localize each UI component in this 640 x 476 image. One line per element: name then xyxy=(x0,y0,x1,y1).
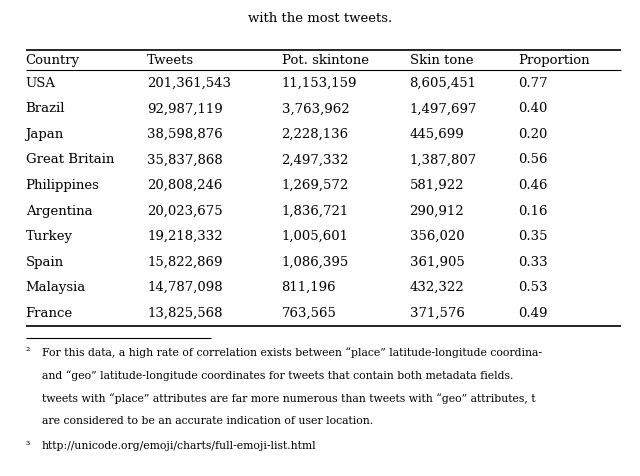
Text: 361,905: 361,905 xyxy=(410,256,465,268)
Text: 35,837,868: 35,837,868 xyxy=(147,153,223,167)
Text: 11,153,159: 11,153,159 xyxy=(282,77,357,90)
Text: ³: ³ xyxy=(26,441,30,451)
Text: 3,763,962: 3,763,962 xyxy=(282,102,349,115)
Text: 0.49: 0.49 xyxy=(518,307,548,320)
Text: 0.35: 0.35 xyxy=(518,230,548,243)
Text: 20,808,246: 20,808,246 xyxy=(147,179,223,192)
Text: 13,825,568: 13,825,568 xyxy=(147,307,223,320)
Text: France: France xyxy=(26,307,73,320)
Text: 1,836,721: 1,836,721 xyxy=(282,205,349,218)
Text: Brazil: Brazil xyxy=(26,102,65,115)
Text: Malaysia: Malaysia xyxy=(26,281,86,294)
Text: 811,196: 811,196 xyxy=(282,281,336,294)
Text: ²: ² xyxy=(26,347,30,357)
Text: 8,605,451: 8,605,451 xyxy=(410,77,477,90)
Text: Pot. skintone: Pot. skintone xyxy=(282,54,369,67)
Text: and “geo” latitude-longitude coordinates for tweets that contain both metadata f: and “geo” latitude-longitude coordinates… xyxy=(42,370,513,381)
Text: 0.33: 0.33 xyxy=(518,256,548,268)
Text: 445,699: 445,699 xyxy=(410,128,465,141)
Text: 19,218,332: 19,218,332 xyxy=(147,230,223,243)
Text: Argentina: Argentina xyxy=(26,205,92,218)
Text: 0.40: 0.40 xyxy=(518,102,548,115)
Text: 0.56: 0.56 xyxy=(518,153,548,167)
Text: Spain: Spain xyxy=(26,256,64,268)
Text: 2,497,332: 2,497,332 xyxy=(282,153,349,167)
Text: Country: Country xyxy=(26,54,80,67)
Text: Proportion: Proportion xyxy=(518,54,590,67)
Text: 15,822,869: 15,822,869 xyxy=(147,256,223,268)
Text: 2,228,136: 2,228,136 xyxy=(282,128,349,141)
Text: For this data, a high rate of correlation exists between “place” latitude-longit: For this data, a high rate of correlatio… xyxy=(42,347,541,358)
Text: Japan: Japan xyxy=(26,128,64,141)
Text: 0.53: 0.53 xyxy=(518,281,548,294)
Text: 1,086,395: 1,086,395 xyxy=(282,256,349,268)
Text: 38,598,876: 38,598,876 xyxy=(147,128,223,141)
Text: Skin tone: Skin tone xyxy=(410,54,473,67)
Text: 20,023,675: 20,023,675 xyxy=(147,205,223,218)
Text: 1,497,697: 1,497,697 xyxy=(410,102,477,115)
Text: 371,576: 371,576 xyxy=(410,307,465,320)
Text: 1,269,572: 1,269,572 xyxy=(282,179,349,192)
Text: Tweets: Tweets xyxy=(147,54,195,67)
Text: tweets with “place” attributes are far more numerous than tweets with “geo” attr: tweets with “place” attributes are far m… xyxy=(42,393,535,404)
Text: http://unicode.org/emoji/charts/full-emoji-list.html: http://unicode.org/emoji/charts/full-emo… xyxy=(42,441,316,451)
Text: 0.46: 0.46 xyxy=(518,179,548,192)
Text: 0.20: 0.20 xyxy=(518,128,548,141)
Text: 0.77: 0.77 xyxy=(518,77,548,90)
Text: 0.16: 0.16 xyxy=(518,205,548,218)
Text: Great Britain: Great Britain xyxy=(26,153,114,167)
Text: 290,912: 290,912 xyxy=(410,205,464,218)
Text: 432,322: 432,322 xyxy=(410,281,464,294)
Text: 581,922: 581,922 xyxy=(410,179,464,192)
Text: 1,005,601: 1,005,601 xyxy=(282,230,349,243)
Text: Turkey: Turkey xyxy=(26,230,72,243)
Text: 201,361,543: 201,361,543 xyxy=(147,77,231,90)
Text: 763,565: 763,565 xyxy=(282,307,337,320)
Text: 14,787,098: 14,787,098 xyxy=(147,281,223,294)
Text: 356,020: 356,020 xyxy=(410,230,464,243)
Text: 1,387,807: 1,387,807 xyxy=(410,153,477,167)
Text: USA: USA xyxy=(26,77,56,90)
Text: with the most tweets.: with the most tweets. xyxy=(248,12,392,25)
Text: Philippines: Philippines xyxy=(26,179,99,192)
Text: are considered to be an accurate indication of user location.: are considered to be an accurate indicat… xyxy=(42,416,372,426)
Text: 92,987,119: 92,987,119 xyxy=(147,102,223,115)
